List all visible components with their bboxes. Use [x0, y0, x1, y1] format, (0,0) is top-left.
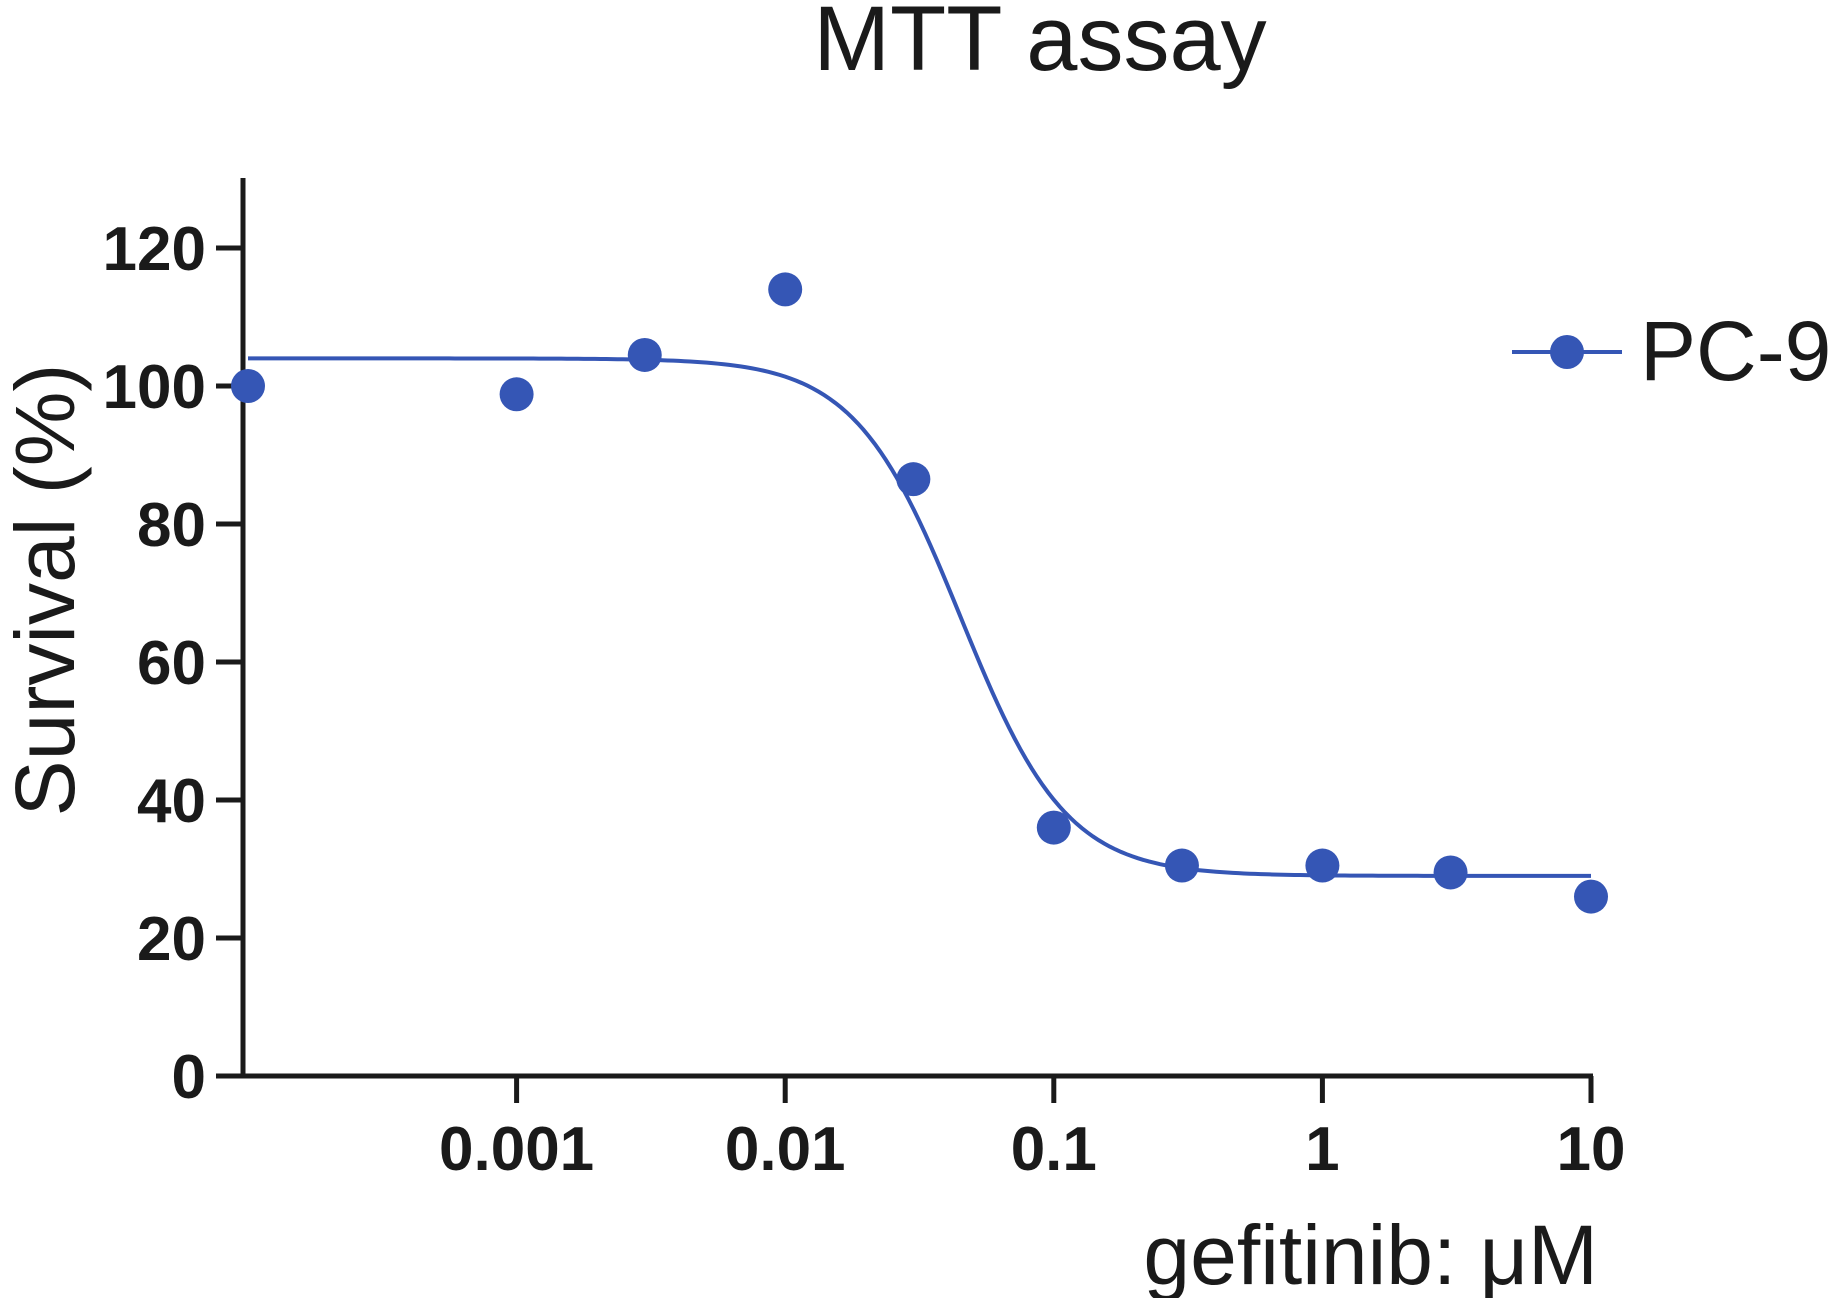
data-point [1433, 855, 1468, 890]
x-axis-title: gefitinib: μM [1143, 1208, 1598, 1298]
y-tick-label: 100 [103, 353, 206, 422]
data-point [1574, 879, 1608, 914]
y-tick-label: 20 [137, 905, 206, 974]
data-point [768, 272, 803, 307]
x-tick-label: 0.001 [439, 1115, 594, 1184]
data-point [1036, 810, 1071, 845]
y-tick-label: 40 [137, 767, 206, 836]
legend-label: PC-9 [1640, 304, 1831, 398]
y-tick-label: 0 [172, 1043, 206, 1112]
data-point [231, 369, 265, 403]
fit-curve [248, 356, 1591, 878]
x-tick-label: 1 [1305, 1115, 1339, 1184]
data-point [1164, 848, 1199, 883]
x-tick-label: 0.1 [1011, 1115, 1097, 1184]
legend-marker [1550, 335, 1584, 369]
y-tick-label: 120 [103, 215, 206, 284]
data-point [627, 337, 662, 372]
x-ticks: 0.001 0.01 0.1 1 10 [439, 1076, 1625, 1184]
x-tick-label: 10 [1557, 1115, 1626, 1184]
x-tick-label: 0.01 [725, 1115, 846, 1184]
chart-title: MTT assay [813, 0, 1266, 90]
y-axis-title: Survival (%) [0, 364, 92, 817]
axes: 0 20 40 60 80 100 120 0.001 0.01 0.1 1 10 [103, 178, 1625, 1184]
data-points [231, 272, 1608, 914]
data-point [499, 377, 534, 412]
legend: PC-9 [1512, 304, 1831, 398]
y-tick-label: 60 [137, 629, 206, 698]
y-ticks: 0 20 40 60 80 100 120 [103, 215, 243, 1112]
data-point [896, 462, 931, 497]
y-tick-label: 80 [137, 491, 206, 560]
data-point [1305, 848, 1340, 883]
